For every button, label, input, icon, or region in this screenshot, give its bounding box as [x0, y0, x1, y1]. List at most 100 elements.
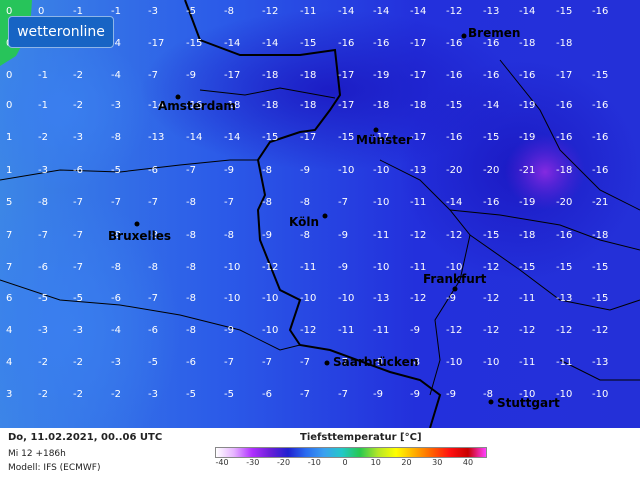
temperature-value: -13 — [410, 165, 426, 176]
city-label[interactable]: Saarbrücken — [333, 355, 418, 369]
temperature-value: -12 — [446, 325, 462, 336]
temperature-value: -9 — [262, 230, 272, 241]
city-label[interactable]: Köln — [289, 215, 319, 229]
temperature-value: -17 — [338, 100, 354, 111]
state-border-southeast — [559, 359, 640, 381]
temperature-value: 1 — [6, 132, 12, 143]
temperature-value: -16 — [556, 230, 572, 241]
temperature-value: -16 — [556, 132, 572, 143]
temperature-value: -12 — [483, 262, 499, 273]
model-name: Modell: IFS (ECMWF) — [8, 463, 101, 473]
state-border-west — [379, 159, 471, 396]
wetteronline-logo[interactable]: wetteronline — [8, 16, 114, 48]
temperature-value: -3 — [111, 357, 121, 368]
temperature-value: -14 — [224, 38, 240, 49]
temperature-value: -13 — [592, 357, 608, 368]
temperature-value: -3 — [111, 100, 121, 111]
temperature-value: -10 — [592, 389, 608, 400]
temperature-map[interactable]: 0 0 -1 -1 -3 -5 -8 -12 -11 -14 -14 -14 -12 -13 -14 -15-… — [0, 0, 640, 428]
temperature-value: -12 — [410, 293, 426, 304]
temperature-value: -8 — [111, 132, 121, 143]
temperature-value: -12 — [519, 325, 535, 336]
temperature-value: -18 — [556, 165, 572, 176]
temperature-value: -10 — [373, 165, 389, 176]
temperature-value: -10 — [373, 197, 389, 208]
temperature-value: -12 — [483, 325, 499, 336]
temperature-value: -17 — [373, 132, 389, 143]
temperature-value: -18 — [556, 38, 572, 49]
temperature-value: -16 — [592, 132, 608, 143]
city-label[interactable]: Stuttgart — [497, 396, 560, 410]
temperature-value: -14 — [373, 6, 389, 17]
temperature-value: -3 — [148, 6, 158, 17]
temperature-value: -18 — [410, 100, 426, 111]
temperature-value: -6 — [186, 357, 196, 368]
temperature-value: -7 — [73, 197, 83, 208]
scale-tick: -20 — [276, 458, 291, 467]
temperature-value: -9 — [224, 325, 234, 336]
temperature-value: -16 — [186, 100, 202, 111]
temperature-value: -15 — [556, 6, 572, 17]
temperature-value: -12 — [446, 230, 462, 241]
temperature-value: -7 — [148, 197, 158, 208]
temperature-value: -8 — [38, 197, 48, 208]
scale-tick: 40 — [462, 458, 474, 467]
temperature-value: -9 — [446, 293, 456, 304]
city-label[interactable]: Bruxelles — [108, 229, 171, 243]
map-canvas: 0 0 -1 -1 -3 -5 -8 -12 -11 -14 -14 -14 -12 -13 -14 -15-… — [0, 0, 640, 428]
temperature-value: -4 — [111, 38, 121, 49]
temperature-value: -6 — [148, 325, 158, 336]
city-dot — [322, 213, 328, 219]
temperature-value: -21 — [592, 197, 608, 208]
city-label[interactable]: Frankfurt — [423, 272, 487, 286]
temperature-value: -19 — [373, 70, 389, 81]
city-label[interactable]: Amsterdam — [158, 99, 236, 113]
scale-tick: 10 — [370, 458, 381, 467]
temperature-value: -8 — [224, 6, 234, 17]
temperature-value: -15 — [186, 38, 202, 49]
city-label[interactable]: Bremen — [468, 26, 520, 40]
city-dot — [452, 286, 458, 292]
temperature-value: -8 — [410, 357, 420, 368]
temperature-value: 5 — [6, 197, 12, 208]
temperature-value: -14 — [519, 6, 535, 17]
temperature-value: -14 — [148, 100, 164, 111]
temperature-value: -20 — [556, 197, 572, 208]
temperature-value: -18 — [373, 100, 389, 111]
temperature-grid: 0 0 -1 -1 -3 -5 -8 -12 -11 -14 -14 -14 -12 -13 -14 -15-… — [6, 6, 608, 400]
temperature-value: -17 — [556, 70, 572, 81]
temperature-value: -6 — [111, 293, 121, 304]
temperature-value: -14 — [483, 100, 499, 111]
mild-area — [0, 190, 180, 428]
temperature-value: -17 — [410, 132, 426, 143]
map-footer: Do, 11.02.2021, 00..06 UTC Mi 12 +186h M… — [0, 428, 640, 478]
temperature-value: -4 — [111, 70, 121, 81]
temperature-value: 0 — [38, 6, 44, 17]
city-label[interactable]: Münster — [356, 133, 412, 147]
temperature-value: -3 — [73, 132, 83, 143]
temperature-value: -12 — [410, 230, 426, 241]
temperature-value: -8 — [148, 230, 158, 241]
city-dot — [488, 399, 494, 405]
temperature-value: -15 — [446, 100, 462, 111]
temperature-value: 0 — [6, 100, 12, 111]
temperature-value: 0 — [6, 70, 12, 81]
temperature-value: -2 — [38, 132, 48, 143]
temperature-value: -7 — [224, 197, 234, 208]
temperature-value: 7 — [6, 262, 12, 273]
temperature-value: -11 — [373, 325, 389, 336]
temperature-value: -16 — [483, 70, 499, 81]
temperature-value: -7 — [148, 70, 158, 81]
temperature-value: -1 — [111, 6, 121, 17]
temperature-value: -12 — [556, 325, 572, 336]
temperature-value: -10 — [224, 262, 240, 273]
temperature-value: -2 — [111, 389, 121, 400]
temperature-value: 6 — [6, 293, 12, 304]
temperature-value: -6 — [73, 165, 83, 176]
temperature-value: -2 — [38, 389, 48, 400]
temperature-value: -16 — [483, 197, 499, 208]
temperature-value: -5 — [73, 293, 83, 304]
temperature-value: -12 — [262, 262, 278, 273]
temperature-value: -11 — [410, 262, 426, 273]
temperature-value: -5 — [111, 165, 121, 176]
